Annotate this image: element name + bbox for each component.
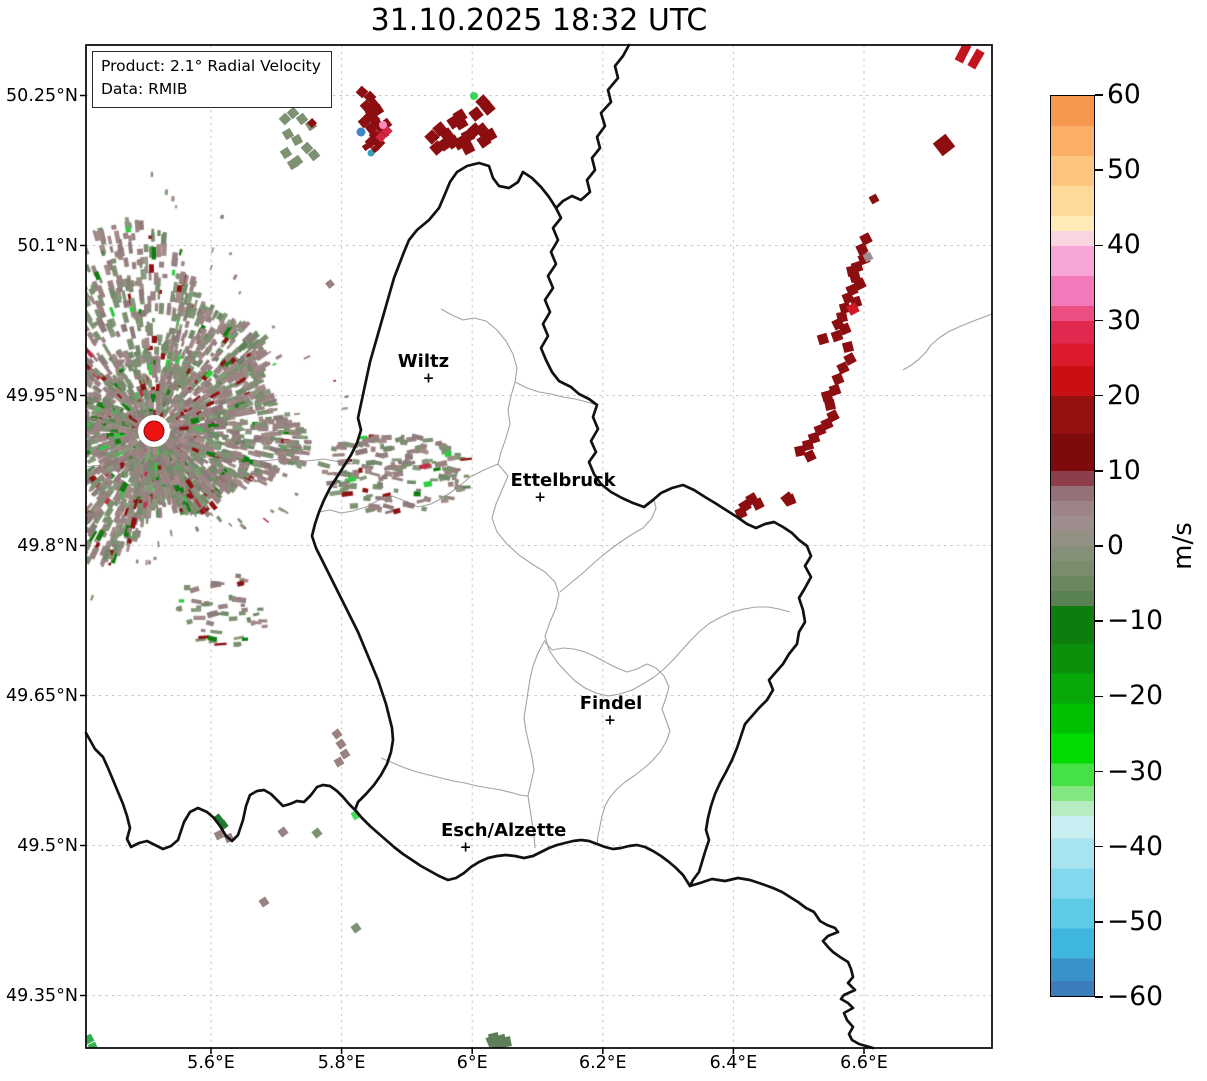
city-marker-icon: + <box>604 711 616 728</box>
colorbar-tick-mark <box>1095 620 1103 622</box>
colorbar-tick-label: 0 <box>1107 529 1124 561</box>
x-tick-label: 5.6°E <box>187 1053 235 1073</box>
city-label: Findel <box>579 692 643 714</box>
city-label: Ettelbruck <box>510 469 616 491</box>
colorbar-tick-label: 20 <box>1107 379 1141 411</box>
colorbar-tick-label: 40 <box>1107 229 1141 261</box>
echo-cell <box>470 91 479 100</box>
x-tick-label: 6.6°E <box>840 1053 888 1073</box>
colorbar-tick-label: −20 <box>1107 680 1163 712</box>
colorbar-tick-mark <box>1095 996 1103 998</box>
colorbar-tick-mark <box>1095 394 1103 397</box>
colorbar-tick-mark <box>1095 695 1103 698</box>
echo-cell <box>378 120 387 129</box>
colorbar <box>1050 95 1095 997</box>
product-line: Product: 2.1° Radial Velocity <box>101 57 321 75</box>
country-border-lines <box>84 43 875 1050</box>
colorbar-tick-mark <box>1095 921 1103 923</box>
x-tick-label: 6°E <box>456 1053 488 1073</box>
x-tick-label: 5.8°E <box>317 1053 366 1073</box>
echo-cell <box>367 149 375 156</box>
y-tick-label: 49.35°N <box>6 985 78 1006</box>
colorbar-tick-label: −40 <box>1107 830 1163 862</box>
colorbar-tick-mark <box>1095 169 1103 171</box>
colorbar-tick-label: 30 <box>1107 304 1141 336</box>
y-tick-label: 49.5°N <box>17 835 78 856</box>
colorbar-tick-mark <box>1095 244 1103 247</box>
colorbar-tick-label: 50 <box>1107 154 1141 186</box>
colorbar-tick-label: −10 <box>1107 605 1163 637</box>
colorbar-tick-label: 60 <box>1107 78 1141 110</box>
colorbar-tick-mark <box>1095 845 1103 848</box>
y-tick-label: 50.1°N <box>17 235 78 256</box>
x-tick-label: 6.2°E <box>578 1053 627 1073</box>
data-source-line: Data: RMIB <box>101 80 188 99</box>
page-title: 31.10.2025 18:32 UTC <box>370 3 708 38</box>
colorbar-tick-mark <box>1095 470 1103 472</box>
radar-site-dot <box>143 420 165 442</box>
city-marker-icon: + <box>459 838 472 855</box>
colorbar-tick-mark <box>1095 319 1103 322</box>
y-tick-label: 50.25°N <box>6 85 78 106</box>
echo-cells-layer <box>86 45 992 1048</box>
colorbar-tick-mark <box>1095 545 1103 547</box>
colorbar-tick-mark <box>1095 770 1103 773</box>
colorbar-tick-label: −60 <box>1107 980 1163 1012</box>
echo-cell <box>356 127 366 136</box>
y-tick-label: 49.95°N <box>6 385 78 406</box>
axis-tick-marks <box>80 94 865 1054</box>
x-tick-label: 6.4°E <box>709 1053 758 1073</box>
y-tick-label: 49.8°N <box>17 535 78 556</box>
y-tick-label: 49.65°N <box>6 685 78 706</box>
colorbar-tick-label: 10 <box>1107 454 1141 486</box>
clutter-speckle-canvas <box>86 45 992 1048</box>
city-marker-icon: + <box>534 488 546 505</box>
colorbar-tick-label: −50 <box>1107 905 1163 937</box>
city-label: Wiltz <box>397 350 450 372</box>
city-marker-icon: + <box>422 369 435 386</box>
city-label: Esch/Alzette <box>441 819 567 841</box>
colorbar-tick-mark <box>1095 94 1103 96</box>
colorbar-tick-label: −30 <box>1107 755 1163 787</box>
axes-spine <box>85 44 993 1049</box>
product-info-box: Product: 2.1° Radial Velocity Data: RMIB <box>92 51 332 108</box>
